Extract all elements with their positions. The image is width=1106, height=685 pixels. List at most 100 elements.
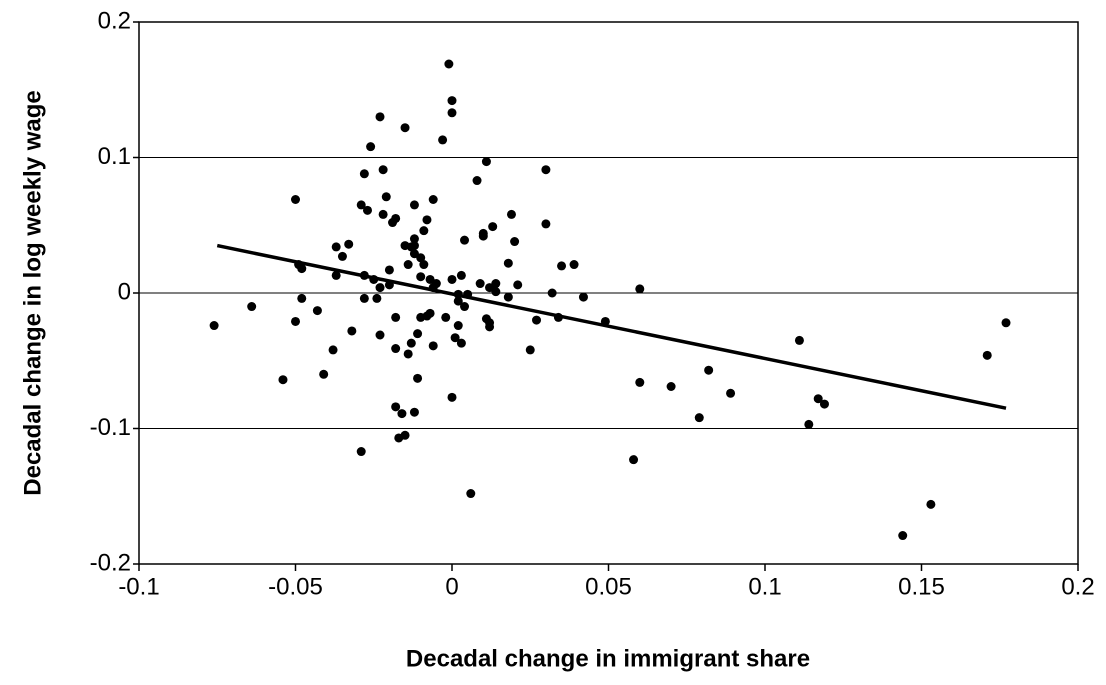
point xyxy=(666,381,676,391)
point xyxy=(331,270,341,280)
point xyxy=(460,235,470,245)
point xyxy=(481,157,491,167)
point xyxy=(898,531,908,541)
point xyxy=(635,377,645,387)
point xyxy=(403,260,413,270)
point xyxy=(460,302,470,312)
point xyxy=(813,394,823,404)
point xyxy=(525,345,535,355)
point xyxy=(425,308,435,318)
point xyxy=(441,312,451,322)
point xyxy=(359,169,369,179)
point xyxy=(456,270,466,280)
point xyxy=(447,108,457,118)
point xyxy=(409,234,419,244)
point xyxy=(378,209,388,219)
point xyxy=(503,258,513,268)
point xyxy=(478,231,488,241)
y-tick-label: 0.1 xyxy=(98,143,131,170)
point xyxy=(209,321,219,331)
x-axis-label: Decadal change in immigrant share xyxy=(406,645,810,672)
point xyxy=(362,205,372,215)
x-tick-label: -0.05 xyxy=(268,573,323,600)
point xyxy=(391,402,401,412)
point xyxy=(409,200,419,210)
point xyxy=(319,369,329,379)
point xyxy=(413,373,423,383)
point xyxy=(491,287,501,297)
point xyxy=(278,375,288,385)
point xyxy=(506,209,516,219)
point xyxy=(328,345,338,355)
point xyxy=(447,392,457,402)
point xyxy=(419,260,429,270)
point xyxy=(409,241,419,251)
trend-line xyxy=(216,243,1007,410)
point xyxy=(366,142,376,152)
x-tick-label: 0 xyxy=(445,573,458,600)
point xyxy=(428,195,438,205)
point xyxy=(344,239,354,249)
point xyxy=(428,341,438,351)
point xyxy=(419,226,429,236)
point xyxy=(456,338,466,348)
point xyxy=(475,279,485,289)
point xyxy=(569,260,579,270)
point xyxy=(359,293,369,303)
point xyxy=(1001,318,1011,328)
point xyxy=(541,165,551,175)
point xyxy=(447,96,457,106)
point xyxy=(635,284,645,294)
point xyxy=(356,200,366,210)
point xyxy=(406,338,416,348)
point xyxy=(291,316,300,326)
point xyxy=(413,329,423,339)
point xyxy=(356,447,366,457)
point xyxy=(347,326,357,336)
x-tick-label: 0.2 xyxy=(1061,573,1094,600)
point xyxy=(491,279,501,289)
point xyxy=(541,219,551,229)
point xyxy=(409,407,419,417)
point xyxy=(466,489,476,499)
point xyxy=(375,283,385,293)
point xyxy=(794,335,804,345)
x-tick-label: 0.1 xyxy=(748,573,781,600)
point xyxy=(375,330,385,340)
point xyxy=(375,112,385,122)
point xyxy=(694,413,704,423)
point xyxy=(447,274,457,284)
point xyxy=(400,123,410,133)
point xyxy=(378,165,388,175)
point xyxy=(331,242,341,252)
point xyxy=(472,176,482,186)
point xyxy=(532,315,542,325)
point xyxy=(372,293,382,303)
point xyxy=(726,388,736,398)
x-tick-label: 0.05 xyxy=(585,573,632,600)
point xyxy=(422,215,432,225)
x-tick-label: 0.15 xyxy=(898,573,945,600)
point xyxy=(819,399,829,409)
point xyxy=(384,265,394,275)
point xyxy=(397,409,407,419)
x-tick-label: -0.1 xyxy=(118,573,159,600)
point xyxy=(438,135,448,145)
y-tick-label: 0 xyxy=(118,278,131,305)
point xyxy=(578,292,588,302)
y-axis-label: Decadal change in log weekly wage xyxy=(19,90,46,495)
point xyxy=(453,296,463,306)
point xyxy=(297,264,307,274)
point xyxy=(453,321,463,331)
point xyxy=(513,280,523,290)
point xyxy=(450,333,460,343)
point xyxy=(557,261,567,271)
point xyxy=(291,195,300,205)
point xyxy=(982,350,992,360)
point xyxy=(391,213,401,223)
point xyxy=(488,222,498,232)
point xyxy=(629,455,639,465)
point xyxy=(312,306,322,316)
